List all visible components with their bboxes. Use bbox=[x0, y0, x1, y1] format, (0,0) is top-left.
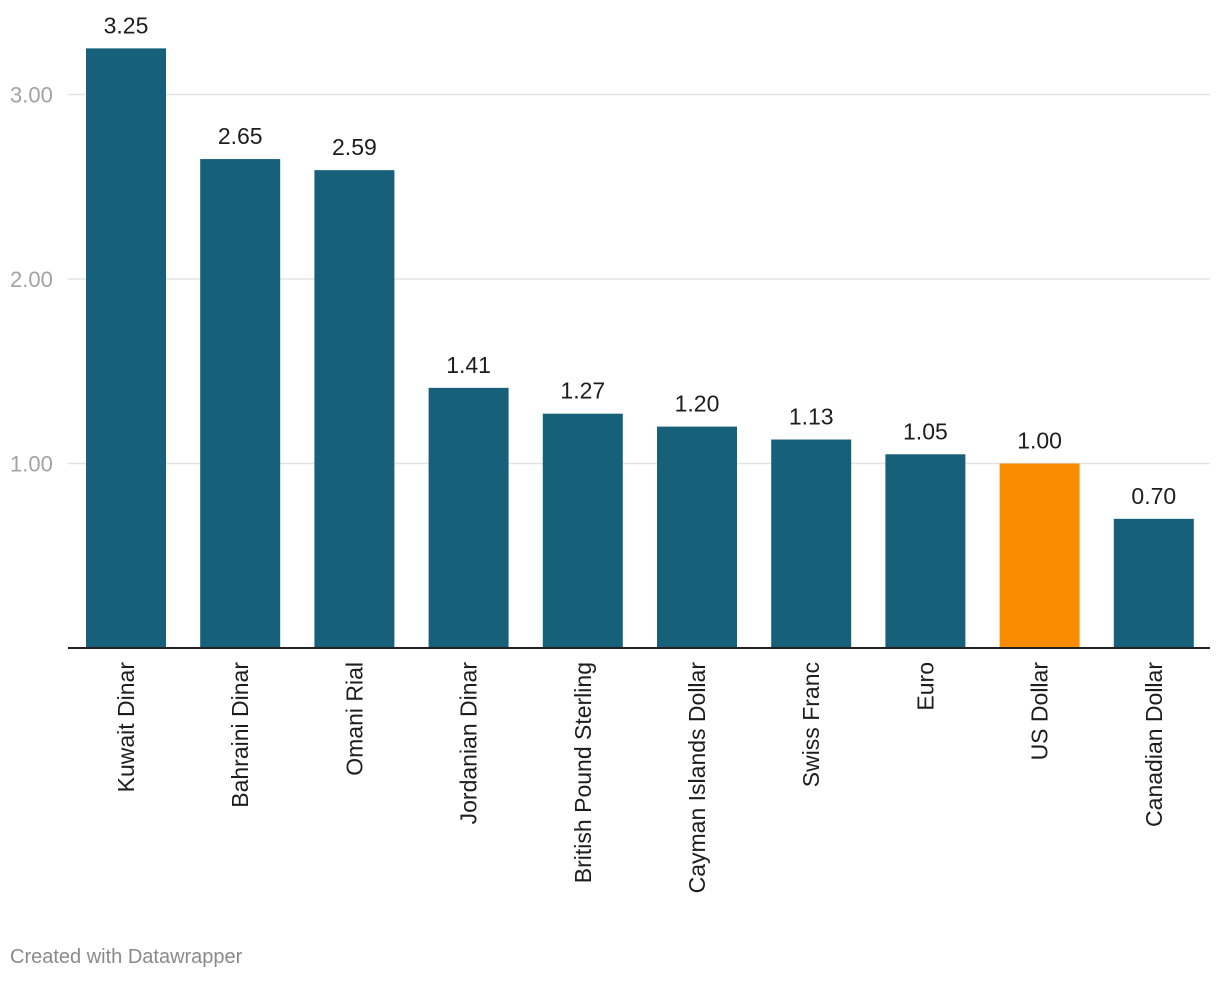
data-label: 1.41 bbox=[446, 352, 491, 378]
data-label: 3.25 bbox=[104, 12, 149, 38]
bar-canadian-dollar bbox=[1113, 518, 1194, 648]
x-tick-label: Omani Rial bbox=[341, 662, 367, 776]
x-tick-label: Cayman Islands Dollar bbox=[684, 662, 710, 894]
data-label: 1.20 bbox=[675, 391, 720, 417]
y-tick-label: 3.00 bbox=[10, 83, 53, 108]
x-tick-label: British Pound Sterling bbox=[570, 662, 596, 883]
bar-kuwait-dinar bbox=[86, 48, 166, 648]
y-tick-label: 2.00 bbox=[10, 267, 53, 292]
data-label: 1.05 bbox=[903, 418, 948, 444]
y-tick-label: 1.00 bbox=[10, 452, 53, 477]
data-label: 1.00 bbox=[1017, 428, 1062, 454]
bar-euro bbox=[885, 454, 966, 648]
bar-british-pound-sterling bbox=[542, 413, 623, 648]
data-label: 2.65 bbox=[218, 123, 263, 149]
footer-credit: Created with Datawrapper bbox=[10, 946, 243, 968]
x-tick-label: Euro bbox=[912, 662, 938, 711]
bar-cayman-islands-dollar bbox=[657, 426, 737, 648]
data-label: 0.70 bbox=[1131, 483, 1176, 509]
x-tick-label: Canadian Dollar bbox=[1141, 662, 1167, 827]
bar-omani-rial bbox=[314, 170, 395, 648]
bar-jordanian-dinar bbox=[428, 387, 509, 648]
category-labels: Kuwait Dinar Bahraini Dinar Omani Rial Jord… bbox=[113, 662, 1167, 894]
bar-chart: 1.00 2.00 3.00 3.25 2.65 2.59 1.41 1.27 1.20 1.1… bbox=[10, 12, 1210, 894]
data-label: 1.13 bbox=[789, 404, 834, 430]
x-tick-label: Swiss Franc bbox=[798, 662, 824, 787]
x-tick-label: Jordanian Dinar bbox=[456, 662, 482, 825]
x-tick-label: Kuwait Dinar bbox=[113, 662, 139, 793]
data-label: 1.27 bbox=[560, 378, 605, 404]
data-label: 2.59 bbox=[332, 134, 377, 160]
bar-swiss-franc bbox=[771, 439, 852, 648]
bar-us-dollar bbox=[999, 463, 1080, 648]
bars bbox=[86, 48, 1194, 648]
x-tick-label: Bahraini Dinar bbox=[227, 662, 253, 808]
value-labels: 3.25 2.65 2.59 1.41 1.27 1.20 1.13 1.05 1.00 0.70 bbox=[104, 12, 1177, 508]
x-tick-label: US Dollar bbox=[1027, 662, 1053, 761]
bar-bahraini-dinar bbox=[200, 159, 281, 648]
